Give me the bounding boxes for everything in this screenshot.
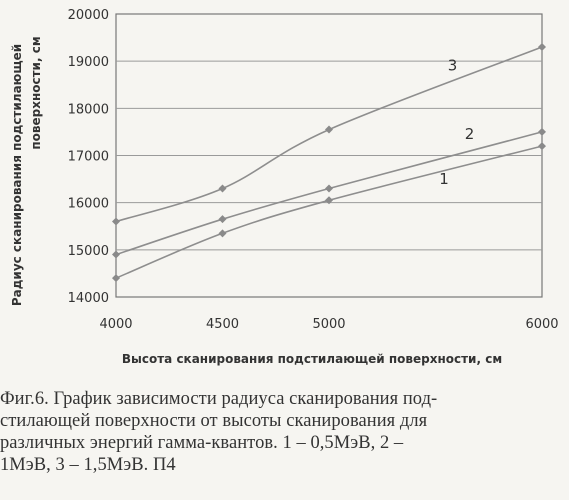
- series-label-3: 3: [448, 57, 458, 75]
- data-point: [112, 250, 120, 259]
- x-tick-label: 4000: [99, 317, 132, 332]
- y-tick-label: 17000: [68, 150, 109, 165]
- grid-lines: [116, 60, 542, 251]
- y-tick-label: 20000: [68, 8, 109, 23]
- x-axis-label: Высота сканирования подстилающей поверхн…: [122, 352, 502, 366]
- caption-line: стилающей поверхности от высоты сканиров…: [0, 411, 428, 431]
- data-point: [218, 215, 227, 224]
- y-tick-label: 16000: [68, 197, 109, 212]
- y-tick-label: 18000: [68, 102, 109, 117]
- data-point: [538, 43, 546, 52]
- series-line-1: [115, 145, 543, 279]
- data-point: [325, 184, 333, 193]
- caption-line: Фиг.6. График зависимости радиуса сканир…: [0, 389, 438, 409]
- data-point: [538, 127, 546, 136]
- series-points: [112, 43, 546, 283]
- series-line-3: [115, 46, 543, 223]
- data-point: [218, 229, 227, 238]
- series-label-1: 1: [439, 170, 449, 188]
- y-tick-labels: 14000 15000 16000 17000 18000 19000 20000: [68, 8, 109, 306]
- series-labels: 1 2 3: [439, 57, 474, 188]
- data-point: [325, 196, 333, 205]
- data-point: [325, 125, 333, 134]
- y-axis-label-line-2: поверхности, см: [29, 36, 43, 149]
- figure-caption: Фиг.6. График зависимости радиуса сканир…: [0, 388, 569, 476]
- x-tick-label: 5000: [312, 317, 345, 332]
- series-label-2: 2: [465, 125, 475, 143]
- x-tick-label: 6000: [525, 317, 558, 332]
- data-point: [218, 184, 227, 193]
- caption-line: различных энергий гамма-квантов. 1 – 0,5…: [0, 433, 404, 453]
- data-point: [112, 217, 120, 226]
- x-tick-labels: 4000 4500 5000 6000: [99, 317, 558, 332]
- y-tick-label: 14000: [68, 291, 109, 306]
- series-line-2: [115, 131, 543, 256]
- series-lines: [115, 46, 543, 279]
- x-tick-label: 4500: [206, 317, 239, 332]
- y-axis-label-line-1: Радиус сканирования подстилающей: [10, 44, 24, 306]
- data-point: [538, 142, 546, 151]
- y-tick-label: 19000: [68, 55, 109, 70]
- data-point: [112, 274, 120, 283]
- caption-line: 1МэВ, 3 – 1,5МэВ. П4: [0, 455, 176, 475]
- y-tick-label: 15000: [68, 244, 109, 259]
